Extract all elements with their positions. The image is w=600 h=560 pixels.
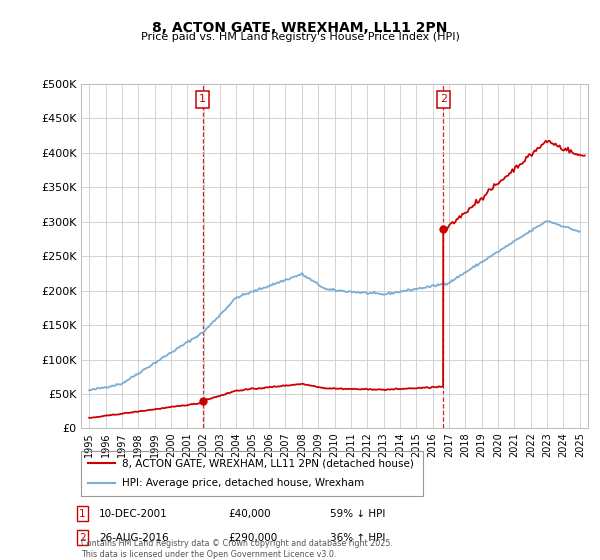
Text: 1: 1 <box>79 508 86 519</box>
Text: HPI: Average price, detached house, Wrexham: HPI: Average price, detached house, Wrex… <box>122 478 364 488</box>
Text: 8, ACTON GATE, WREXHAM, LL11 2PN (detached house): 8, ACTON GATE, WREXHAM, LL11 2PN (detach… <box>122 458 414 468</box>
Text: 2: 2 <box>79 533 86 543</box>
Text: 10-DEC-2001: 10-DEC-2001 <box>99 508 168 519</box>
Text: £290,000: £290,000 <box>228 533 277 543</box>
Text: Contains HM Land Registry data © Crown copyright and database right 2025.
This d: Contains HM Land Registry data © Crown c… <box>81 539 393 559</box>
Text: 36% ↑ HPI: 36% ↑ HPI <box>330 533 385 543</box>
Text: 59% ↓ HPI: 59% ↓ HPI <box>330 508 385 519</box>
Text: 8, ACTON GATE, WREXHAM, LL11 2PN: 8, ACTON GATE, WREXHAM, LL11 2PN <box>152 21 448 35</box>
Text: 1: 1 <box>199 95 206 105</box>
Text: Price paid vs. HM Land Registry's House Price Index (HPI): Price paid vs. HM Land Registry's House … <box>140 32 460 43</box>
Text: 2: 2 <box>440 95 447 105</box>
Text: £40,000: £40,000 <box>228 508 271 519</box>
Text: 26-AUG-2016: 26-AUG-2016 <box>99 533 169 543</box>
